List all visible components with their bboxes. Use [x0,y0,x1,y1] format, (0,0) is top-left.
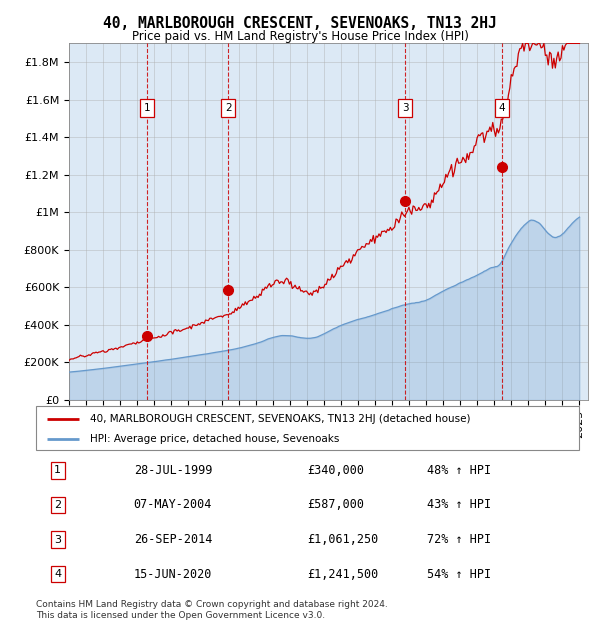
Text: 1: 1 [54,466,61,476]
Text: £1,061,250: £1,061,250 [308,533,379,546]
Text: 48% ↑ HPI: 48% ↑ HPI [427,464,491,477]
Text: 72% ↑ HPI: 72% ↑ HPI [427,533,491,546]
Text: 3: 3 [54,534,61,544]
Text: 4: 4 [499,103,506,113]
Text: HPI: Average price, detached house, Sevenoaks: HPI: Average price, detached house, Seve… [91,433,340,444]
FancyBboxPatch shape [36,406,579,450]
Text: 26-SEP-2014: 26-SEP-2014 [134,533,212,546]
Text: 3: 3 [402,103,409,113]
Text: 43% ↑ HPI: 43% ↑ HPI [427,498,491,511]
Text: 07-MAY-2004: 07-MAY-2004 [134,498,212,511]
Text: 2: 2 [225,103,232,113]
Text: 4: 4 [54,569,61,579]
Text: £587,000: £587,000 [308,498,365,511]
Text: 2: 2 [54,500,61,510]
Text: Price paid vs. HM Land Registry's House Price Index (HPI): Price paid vs. HM Land Registry's House … [131,30,469,43]
Text: £340,000: £340,000 [308,464,365,477]
Text: 1: 1 [143,103,150,113]
Text: 54% ↑ HPI: 54% ↑ HPI [427,568,491,580]
Text: 40, MARLBOROUGH CRESCENT, SEVENOAKS, TN13 2HJ: 40, MARLBOROUGH CRESCENT, SEVENOAKS, TN1… [103,16,497,30]
Text: 40, MARLBOROUGH CRESCENT, SEVENOAKS, TN13 2HJ (detached house): 40, MARLBOROUGH CRESCENT, SEVENOAKS, TN1… [91,414,471,424]
Text: 28-JUL-1999: 28-JUL-1999 [134,464,212,477]
Text: £1,241,500: £1,241,500 [308,568,379,580]
Text: 15-JUN-2020: 15-JUN-2020 [134,568,212,580]
Text: Contains HM Land Registry data © Crown copyright and database right 2024.
This d: Contains HM Land Registry data © Crown c… [36,600,388,619]
